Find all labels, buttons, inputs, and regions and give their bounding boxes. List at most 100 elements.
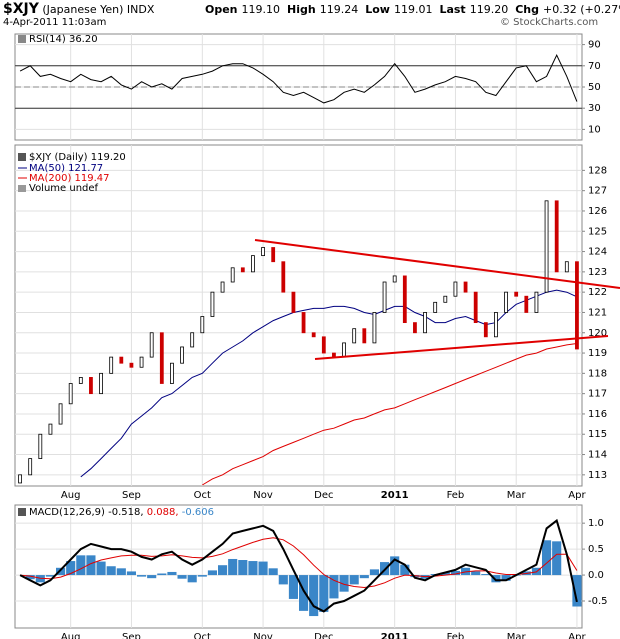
candle	[271, 247, 276, 263]
candle	[28, 458, 33, 476]
legend-entry: 0.088,	[147, 507, 179, 518]
candle	[38, 433, 43, 459]
histogram-bar	[339, 575, 349, 592]
candle	[392, 275, 397, 283]
candle	[78, 377, 83, 384]
legend-entry: MA(50) 121.77	[29, 163, 103, 174]
credit: © StockCharts.com	[500, 17, 599, 28]
date: 4-Apr-2011 11:03am	[3, 17, 107, 28]
quote-label: Chg	[515, 3, 539, 16]
histogram-bar	[167, 571, 177, 576]
legend-entry: Volume undef	[29, 183, 99, 194]
y-tick-label: 114	[588, 450, 607, 461]
histogram-bar	[106, 566, 116, 576]
y-tick-label: 70	[588, 61, 601, 72]
candle	[190, 332, 195, 348]
histogram-bar	[76, 555, 86, 576]
y-tick-label: 90	[588, 40, 601, 51]
candle	[514, 291, 519, 297]
histogram-bar	[207, 570, 217, 576]
histogram-bar	[309, 575, 319, 617]
y-tick-label: 122	[588, 287, 607, 298]
symbol-line: $XJY (Japanese Yen) INDX	[3, 1, 154, 17]
y-tick-label: 116	[588, 409, 607, 420]
y-tick-label: 115	[588, 429, 607, 440]
candle	[342, 342, 346, 358]
histogram-bar	[116, 568, 126, 576]
candle	[453, 281, 458, 297]
macd-line	[19, 518, 578, 613]
quote: Open 119.10 High 119.24 Low 119.01 Last 119.20 C…	[205, 3, 620, 16]
histogram-bar	[147, 575, 157, 579]
y-tick-label: 120	[588, 328, 607, 339]
histogram-bar	[157, 573, 167, 576]
histogram-bar	[218, 565, 228, 576]
histogram-bar	[258, 561, 268, 576]
candle	[99, 372, 103, 395]
histogram-bar	[66, 561, 76, 576]
macd-line	[20, 537, 578, 589]
candle	[139, 356, 144, 368]
candle	[423, 312, 427, 334]
y-tick-label: 126	[588, 206, 607, 217]
candle	[311, 332, 316, 338]
candle	[89, 377, 93, 395]
quote-value: 119.24	[319, 3, 359, 16]
histogram-bar	[238, 560, 248, 576]
legend-entry: -0.606	[182, 507, 214, 518]
legend-entry: MACD(12,26,9)	[29, 507, 105, 518]
quote-label: High	[287, 3, 316, 16]
candle	[251, 255, 255, 273]
candle	[504, 291, 508, 313]
quote-label: Open	[205, 3, 238, 16]
histogram-bar	[491, 575, 501, 583]
candle	[129, 362, 134, 368]
histogram-bar	[86, 555, 96, 576]
x-tick-label: Oct	[194, 632, 211, 639]
histogram-bar	[552, 541, 562, 576]
candle	[261, 247, 265, 257]
x-tick-label: 2011	[381, 632, 409, 639]
panel-title: MACD(12,26,9) -0.518, 0.088, -0.606	[29, 507, 214, 518]
histogram-bar	[390, 556, 400, 576]
quote-value: +0.32 (+0.27%)	[542, 3, 620, 16]
candle	[18, 474, 22, 484]
candle	[524, 295, 529, 313]
y-tick-label: 118	[588, 368, 607, 379]
quote-value: 119.10	[241, 3, 281, 16]
y-tick-label: 125	[588, 226, 607, 237]
candle	[109, 356, 114, 374]
candle	[372, 312, 377, 344]
rsi-line	[19, 54, 578, 104]
histogram-bar	[369, 569, 379, 576]
x-tick-label: Oct	[194, 490, 211, 501]
x-tick-label: Aug	[61, 490, 81, 501]
panel-title: $XJY (Daily) 119.20	[29, 152, 126, 163]
histogram-bar	[96, 561, 106, 576]
y-tick-label: 0.0	[588, 570, 604, 581]
x-tick-label: Apr	[568, 490, 586, 501]
candle	[170, 362, 174, 384]
candle	[301, 312, 306, 334]
x-tick-label: Dec	[314, 632, 333, 639]
quote-value: 119.20	[469, 3, 509, 16]
candle	[119, 356, 124, 364]
candle	[220, 281, 225, 293]
histogram-bar	[197, 575, 207, 577]
candle	[48, 423, 53, 435]
y-tick-label: 119	[588, 348, 607, 359]
candle	[149, 332, 154, 358]
y-tick-label: 128	[588, 165, 607, 176]
histogram-bar	[278, 575, 288, 585]
histogram-bar	[359, 575, 369, 579]
candle	[180, 346, 184, 364]
histogram-bar	[248, 561, 258, 576]
candle	[575, 261, 579, 350]
histogram-bar	[501, 575, 511, 581]
candle	[382, 281, 387, 313]
y-tick-label: 50	[588, 82, 601, 93]
quote-value: 119.01	[393, 3, 433, 16]
x-tick-label: 2011	[381, 490, 409, 501]
candle	[321, 336, 326, 354]
